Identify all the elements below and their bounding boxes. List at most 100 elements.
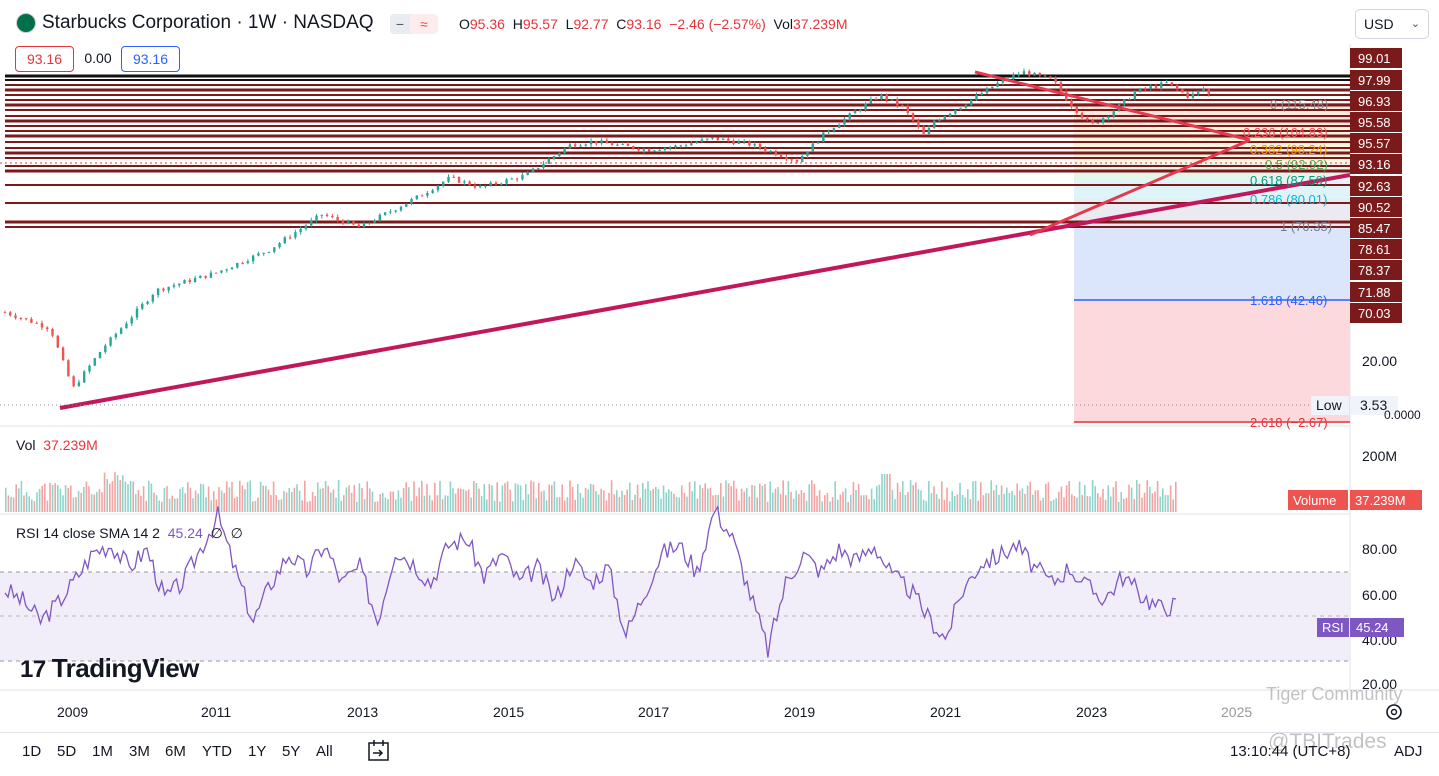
volume-bar	[176, 498, 179, 512]
volume-bar	[304, 480, 306, 512]
volume-bar	[439, 480, 441, 512]
chart-canvas[interactable]: 0 (115.48) 0.236 (104.83) 0.382 (98.24)0.5…	[0, 0, 1439, 732]
tradingview-logo[interactable]: 17 TradingView	[20, 653, 199, 684]
timeframe-all[interactable]: All	[316, 743, 333, 760]
price-badge-box	[1350, 176, 1402, 196]
volume-bar	[1089, 496, 1091, 512]
rsi-legend: RSI 14 close SMA 14 2 45.24 ∅ ∅	[16, 525, 243, 542]
volume-bar	[662, 485, 665, 512]
triangle-upper-trendline[interactable]	[974, 70, 1251, 142]
volume-bar	[350, 492, 353, 512]
candle	[489, 180, 492, 187]
volume-bar	[257, 497, 259, 512]
volume-bar	[1013, 495, 1016, 512]
volume-bar	[1156, 481, 1159, 512]
volume-bar	[265, 485, 267, 512]
volume-bar	[665, 492, 667, 512]
price-badge-value: 96.93	[1358, 94, 1391, 109]
volume-bar	[948, 501, 951, 512]
timeframe-1y[interactable]: 1Y	[248, 743, 267, 760]
settings-gear-icon[interactable]	[1386, 704, 1402, 720]
volume-bar	[392, 491, 394, 512]
candle	[246, 259, 250, 265]
high-label: H	[512, 16, 523, 32]
candle	[500, 182, 503, 187]
timeframe-6m[interactable]: 6M	[165, 743, 186, 760]
fib-label: 0.5 (92.92)	[1265, 157, 1328, 172]
date-range-icon[interactable]	[366, 738, 392, 764]
candle	[584, 143, 587, 147]
candle	[1133, 90, 1137, 101]
volume-bar	[135, 493, 137, 512]
candle	[294, 229, 297, 240]
volume-bar	[431, 500, 433, 512]
volume-bar	[751, 485, 753, 512]
volume-bar	[379, 494, 381, 512]
candle	[141, 302, 144, 311]
support-trendline[interactable]	[59, 173, 1351, 410]
volume-bar	[972, 481, 974, 512]
candle	[415, 195, 419, 201]
candle	[658, 149, 661, 151]
timeframe-5y[interactable]: 5Y	[282, 743, 301, 760]
candle	[853, 109, 857, 114]
volume-bar	[883, 474, 886, 512]
volume-bar	[766, 501, 769, 512]
candle	[183, 279, 186, 284]
candle	[917, 118, 920, 129]
adj-toggle[interactable]: ADJ	[1394, 743, 1423, 760]
currency-select[interactable]: USD ⌄	[1355, 9, 1429, 39]
candle	[964, 103, 968, 109]
volume-bar	[317, 482, 319, 512]
candle	[405, 203, 408, 208]
candle	[61, 346, 65, 361]
volume-bar	[870, 488, 873, 512]
candle	[753, 141, 756, 148]
timeframe-1m[interactable]: 1M	[92, 743, 113, 760]
volume-bar	[592, 484, 595, 512]
volume-bar	[530, 480, 532, 512]
volume-bar	[657, 489, 660, 512]
timeframe-ytd[interactable]: YTD	[202, 743, 232, 760]
candle	[278, 242, 281, 249]
timeframe-1d[interactable]: 1D	[22, 743, 42, 760]
collapse-button[interactable]: −	[390, 14, 410, 34]
volume-bar	[584, 487, 587, 512]
time-axis[interactable]: 2009 2011 2013 2015 2017 2019 2021 2023 2025	[57, 704, 1252, 720]
candle	[1075, 106, 1078, 115]
triangle-lower-trendline[interactable]	[1029, 138, 1251, 237]
volume-bar	[415, 496, 418, 512]
volume-bar	[267, 489, 270, 512]
resistance-lines[interactable]	[5, 74, 1350, 228]
candle	[262, 252, 265, 256]
volume-bar	[88, 486, 90, 512]
volume-bar	[649, 490, 652, 512]
volume-bar	[465, 490, 467, 512]
volume-bar	[610, 480, 613, 512]
volume-bar	[356, 501, 358, 512]
fib-label: 0.382 (98.24)	[1250, 142, 1327, 157]
timeframe-5d[interactable]: 5D	[57, 743, 77, 760]
volume-bar	[1117, 501, 1120, 512]
volume-bar	[491, 485, 493, 512]
volume-bar	[967, 489, 969, 512]
volume-bar	[200, 483, 202, 512]
rsi-tick-80: 80.00	[1362, 541, 1397, 557]
compare-wave-button[interactable]: ≈	[410, 14, 438, 34]
candle	[1091, 118, 1094, 125]
volume-bar	[543, 490, 545, 512]
symbol-title[interactable]: Starbucks Corporation · 1W · NASDAQ	[42, 12, 374, 33]
clock-timezone[interactable]: 13:10:44 (UTC+8)	[1230, 743, 1351, 760]
candle	[220, 270, 223, 274]
volume-bar	[324, 480, 327, 512]
candle	[816, 141, 820, 145]
price-badge-value: 85.47	[1358, 221, 1391, 236]
ask-box[interactable]: 93.16	[121, 46, 180, 72]
fib-label: 1 (70.35)	[1280, 219, 1332, 234]
volume-bar	[371, 491, 374, 512]
bid-box[interactable]: 93.16	[15, 46, 74, 72]
price-axis[interactable]: 99.01 97.99 96.93 95.58 95.57 93.16 92.63 90.52…	[1350, 48, 1402, 323]
timeframe-3m[interactable]: 3M	[129, 743, 150, 760]
volume-bar	[254, 500, 257, 512]
volume-bar	[1154, 491, 1156, 512]
